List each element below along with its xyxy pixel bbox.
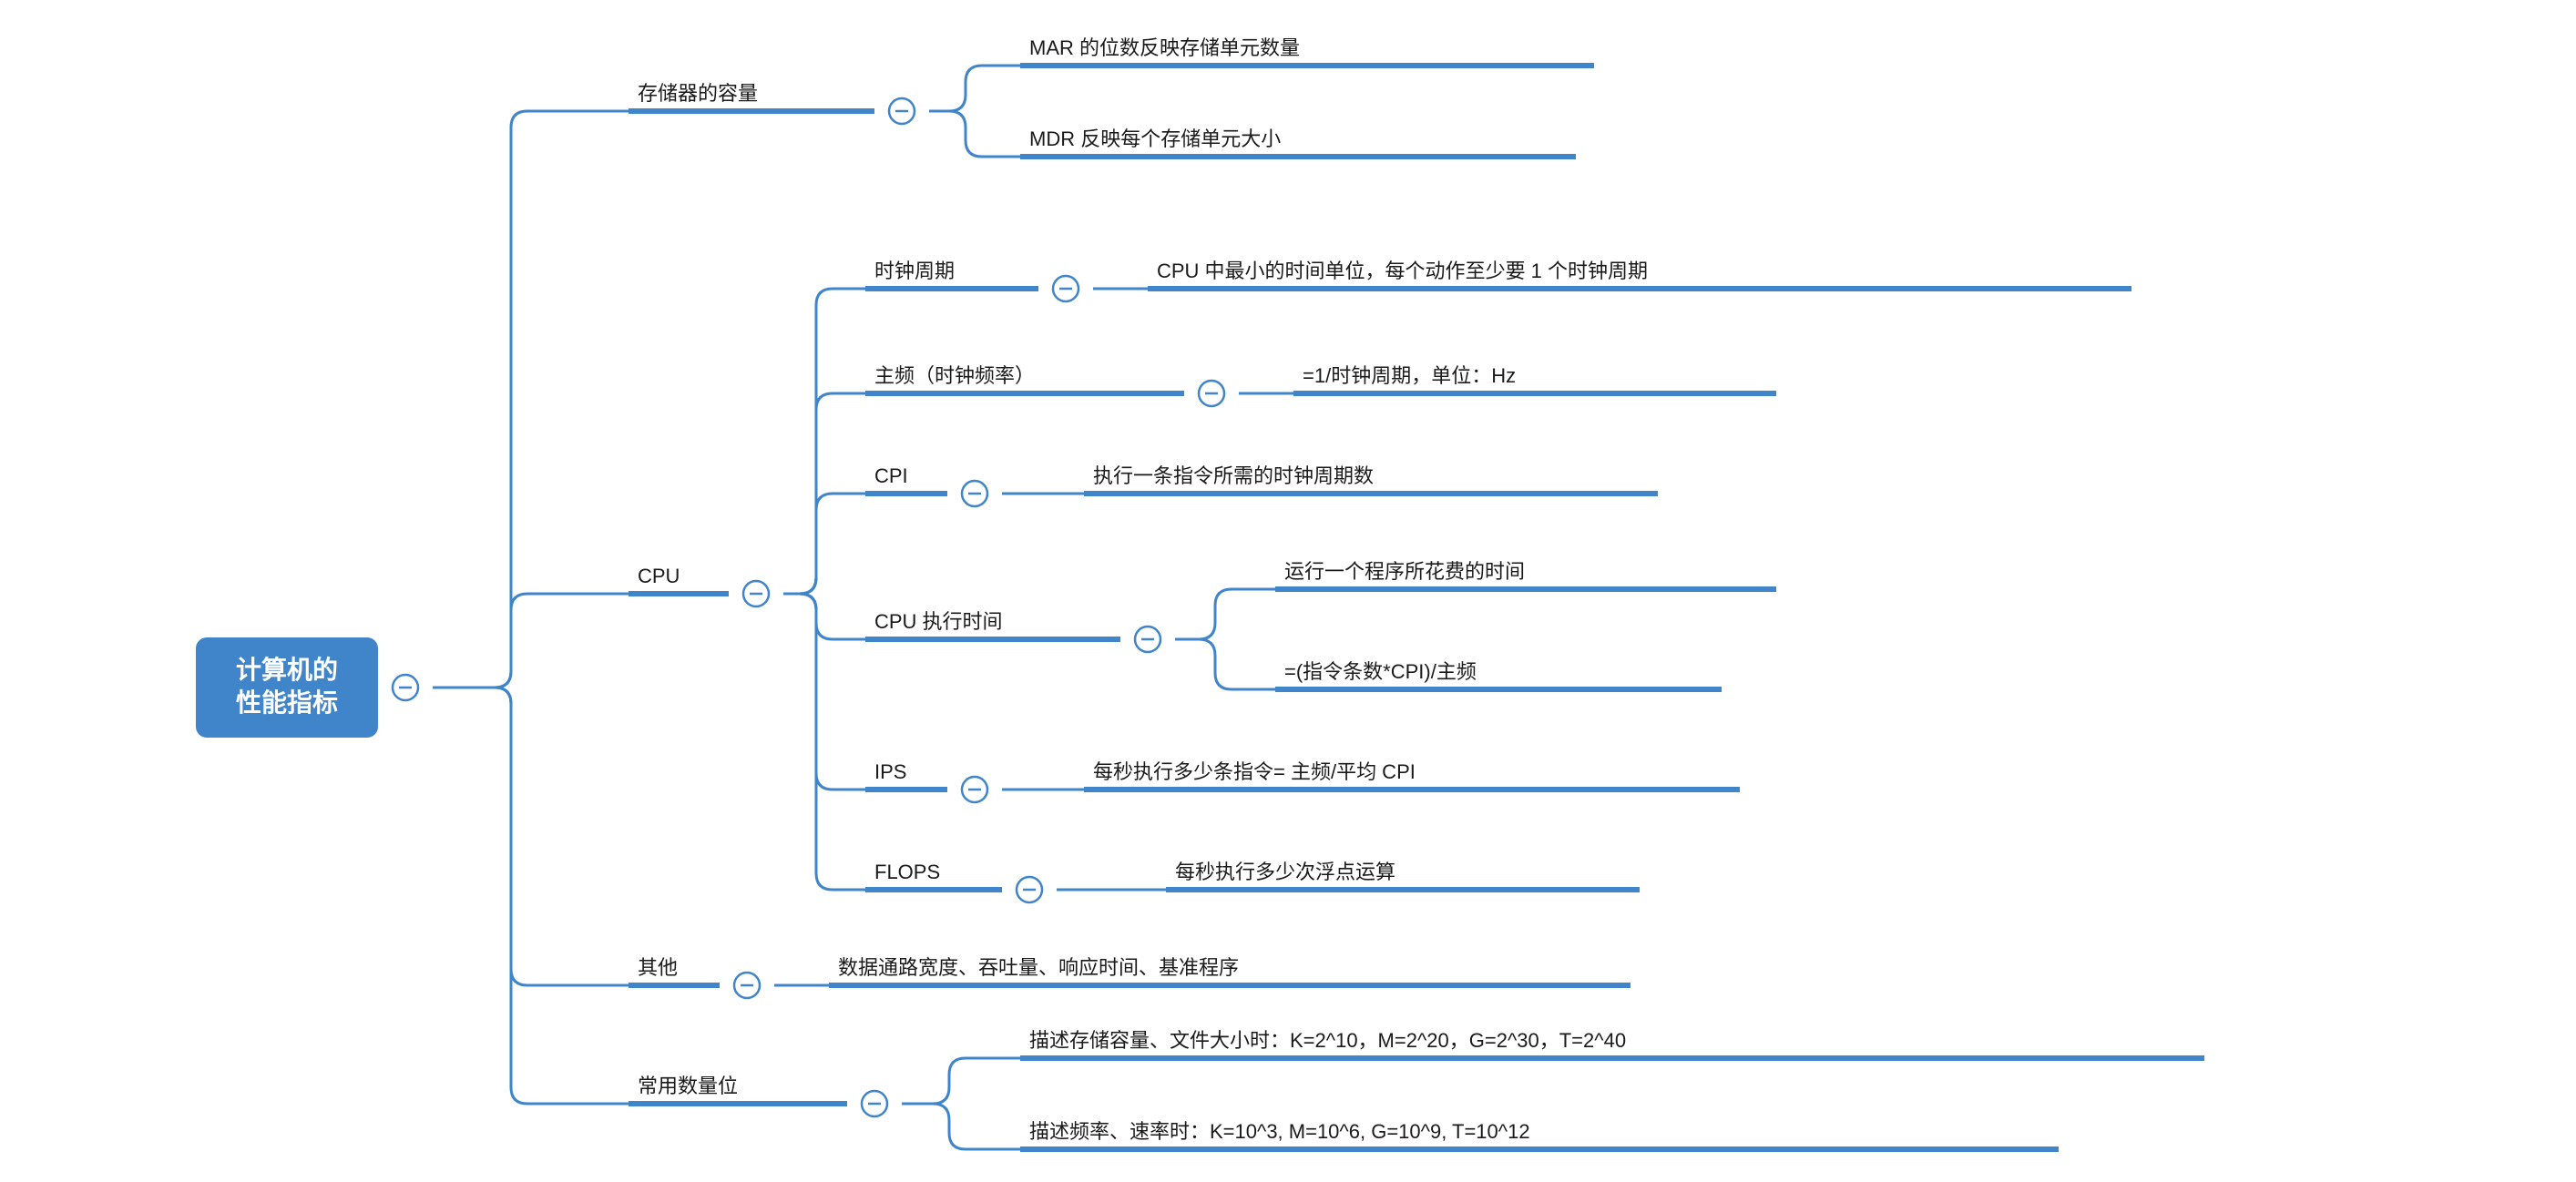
ips-leaf[interactable]: 每秒执行多少条指令= 主频/平均 CPI [1084, 760, 1740, 790]
units-leaf-1[interactable]: 描述频率、速率时：K=10^3, M=10^6, G=10^9, T=10^12 [1020, 1120, 2059, 1149]
storage-child-1[interactable]: MDR 反映每个存储单元大小 [1020, 127, 1576, 157]
connector [929, 66, 1020, 111]
clock-cycle-leaf[interactable]: CPU 中最小的时间单位，每个动作至少要 1 个时钟周期 [1148, 260, 2131, 289]
cpu-label: CPU [638, 565, 680, 587]
storage-child-0[interactable]: MAR 的位数反映存储单元数量 [1020, 36, 1594, 66]
cpu-child-flops[interactable]: FLOPS [865, 861, 1002, 890]
connector-group [902, 1058, 1020, 1149]
cpu[interactable]: CPU [629, 565, 729, 594]
root-node[interactable] [196, 637, 378, 738]
flops-leaf[interactable]: 每秒执行多少次浮点运算 [1166, 861, 1640, 890]
connector [433, 594, 629, 688]
collapse-common-units[interactable] [862, 1091, 887, 1116]
cpu-child-ips-label: IPS [874, 760, 906, 783]
connector [433, 688, 629, 1104]
cpu-child-clock_cycle[interactable]: 时钟周期 [865, 260, 1038, 289]
connector-group [783, 289, 865, 890]
cpu-child-flops-label: FLOPS [874, 861, 940, 883]
other-label: 其他 [638, 956, 678, 979]
connector [1175, 639, 1275, 689]
connector [929, 111, 1020, 157]
collapse-cpu-child-clock_cycle[interactable] [1053, 276, 1078, 301]
storage-child-0-label: MAR 的位数反映存储单元数量 [1029, 36, 1300, 59]
freq-leaf-label: =1/时钟周期，单位：Hz [1303, 364, 1516, 387]
cpu-child-cpi-label: CPI [874, 464, 908, 487]
collapse-root[interactable] [393, 675, 418, 700]
collapse-cpu-child-freq[interactable] [1199, 381, 1224, 406]
connector-group [1175, 589, 1275, 689]
connector [433, 688, 629, 985]
cpu-child-clock_cycle-label: 时钟周期 [874, 260, 955, 282]
other-leaf-label: 数据通路宽度、吞吐量、响应时间、基准程序 [838, 956, 1239, 979]
ips-leaf-label: 每秒执行多少条指令= 主频/平均 CPI [1093, 760, 1416, 783]
collapse-storage-capacity[interactable] [889, 98, 915, 124]
common-units[interactable]: 常用数量位 [629, 1075, 847, 1104]
collapse-cpu-child-exec_time[interactable] [1135, 627, 1160, 652]
connector [783, 594, 865, 639]
storage-capacity[interactable]: 存储器的容量 [629, 82, 874, 111]
collapse-cpu[interactable] [743, 581, 769, 606]
common-units-label: 常用数量位 [638, 1075, 738, 1097]
connector [902, 1058, 1020, 1104]
freq-leaf[interactable]: =1/时钟周期，单位：Hz [1293, 364, 1776, 393]
storage-child-1-label: MDR 反映每个存储单元大小 [1029, 127, 1281, 150]
flops-leaf-label: 每秒执行多少次浮点运算 [1175, 861, 1395, 883]
cpu-child-ips[interactable]: IPS [865, 760, 947, 790]
cpu-child-freq[interactable]: 主频（时钟频率） [865, 364, 1184, 393]
connector [783, 494, 865, 594]
mindmap-canvas: 计算机的性能指标 存储器的容量 CPU 其他常用数量位 MAR 的位数反映存储单元数量 M… [0, 0, 2576, 1182]
clock-cycle-leaf-label: CPU 中最小的时间单位，每个动作至少要 1 个时钟周期 [1157, 260, 1648, 282]
other-leaf[interactable]: 数据通路宽度、吞吐量、响应时间、基准程序 [829, 956, 1630, 985]
root-label-line2: 性能指标 [236, 688, 338, 717]
exec-time-leaf-1[interactable]: =(指令条数*CPI)/主频 [1275, 660, 1722, 689]
connector-group [433, 111, 629, 1104]
collapse-cpu-child-ips[interactable] [962, 777, 987, 802]
connector [783, 594, 865, 790]
collapse-other[interactable] [734, 973, 760, 998]
exec-time-leaf-1-label: =(指令条数*CPI)/主频 [1284, 660, 1477, 683]
connector [902, 1104, 1020, 1149]
units-leaf-0[interactable]: 描述存储容量、文件大小时：K=2^10，M=2^20，G=2^30，T=2^40 [1020, 1029, 2204, 1058]
cpu-child-exec_time[interactable]: CPU 执行时间 [865, 610, 1120, 639]
collapse-cpu-child-flops[interactable] [1017, 877, 1042, 902]
cpi-leaf[interactable]: 执行一条指令所需的时钟周期数 [1084, 464, 1658, 494]
connector [783, 289, 865, 594]
connector-group [929, 66, 1020, 157]
storage-capacity-label: 存储器的容量 [638, 82, 758, 105]
cpu-child-exec_time-label: CPU 执行时间 [874, 610, 1003, 633]
cpi-leaf-label: 执行一条指令所需的时钟周期数 [1093, 464, 1374, 487]
collapse-cpu-child-cpi[interactable] [962, 481, 987, 506]
cpu-child-cpi[interactable]: CPI [865, 464, 947, 494]
exec-time-leaf-0-label: 运行一个程序所花费的时间 [1284, 560, 1525, 583]
units-leaf-1-label: 描述频率、速率时：K=10^3, M=10^6, G=10^9, T=10^12 [1029, 1120, 1530, 1143]
root-label-line1: 计算机的 [236, 655, 338, 684]
other[interactable]: 其他 [629, 956, 720, 985]
connector [1175, 589, 1275, 639]
exec-time-leaf-0[interactable]: 运行一个程序所花费的时间 [1275, 560, 1776, 589]
cpu-child-freq-label: 主频（时钟频率） [874, 364, 1035, 387]
units-leaf-0-label: 描述存储容量、文件大小时：K=2^10，M=2^20，G=2^30，T=2^40 [1029, 1029, 1626, 1052]
connector [433, 111, 629, 688]
